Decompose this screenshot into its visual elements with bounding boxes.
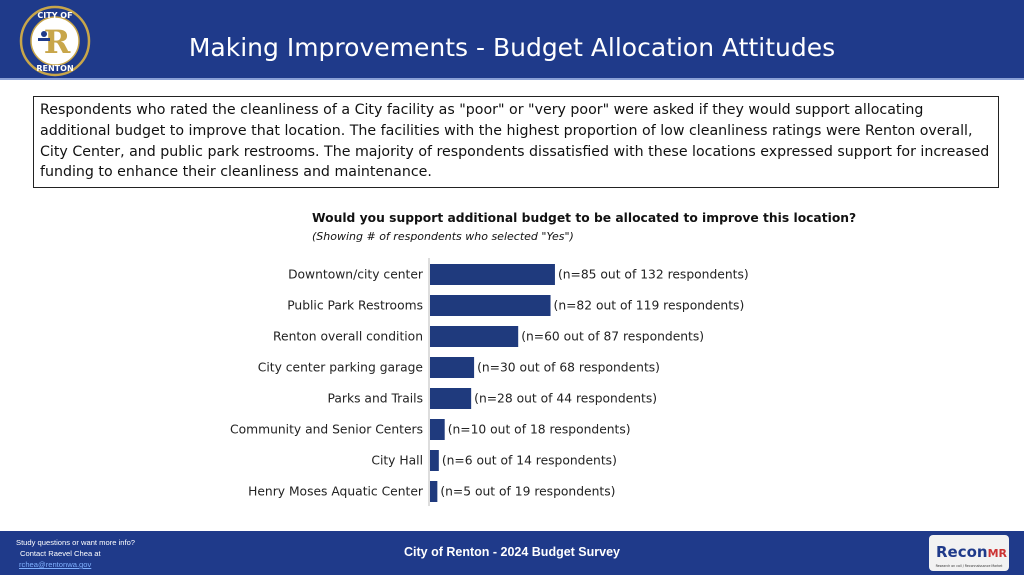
city-of-renton-logo-icon: CITY OF RENTON R xyxy=(19,5,91,77)
contact-line-2: Contact Raevel Chea at xyxy=(20,549,101,558)
category-label: Henry Moses Aquatic Center xyxy=(248,485,424,499)
footer-survey-title: City of Renton - 2024 Budget Survey xyxy=(403,545,620,559)
bar xyxy=(430,481,438,502)
budget-support-bar-chart: Would you support additional budget to b… xyxy=(230,211,856,506)
category-label: City center parking garage xyxy=(258,361,423,375)
data-label: (n=82 out of 119 respondents) xyxy=(554,299,745,313)
bar xyxy=(430,388,472,409)
brand-tagline: Research on call / Reconnaissance Market xyxy=(936,564,1004,568)
intro-text-box: Respondents who rated the cleanliness of… xyxy=(33,96,999,188)
contact-email-link[interactable]: rchea@rentonwa.gov xyxy=(19,560,92,569)
bar xyxy=(430,419,445,440)
category-label: Renton overall condition xyxy=(273,330,423,344)
category-label: City Hall xyxy=(371,454,423,468)
footer-bar: Study questions or want more info? Conta… xyxy=(0,531,1024,575)
page-title: Making Improvements - Budget Allocation … xyxy=(188,33,836,62)
data-label: (n=85 out of 132 respondents) xyxy=(558,268,749,282)
recon-mr-logo-icon: ReconMR Research on call / Reconnaissanc… xyxy=(929,535,1009,571)
brand-name: Recon xyxy=(936,543,988,561)
category-label: Community and Senior Centers xyxy=(230,423,423,437)
data-label: (n=5 out of 19 respondents) xyxy=(440,485,615,499)
header-bar: CITY OF RENTON R Making Improvements - B… xyxy=(0,0,1024,80)
logo-letter: R xyxy=(44,23,71,61)
category-label: Parks and Trails xyxy=(328,392,423,406)
category-label: Public Park Restrooms xyxy=(287,299,423,313)
data-label: (n=28 out of 44 respondents) xyxy=(474,392,657,406)
intro-text: Respondents who rated the cleanliness of… xyxy=(40,102,990,181)
data-label: (n=6 out of 14 respondents) xyxy=(442,454,617,468)
data-label: (n=10 out of 18 respondents) xyxy=(448,423,631,437)
brand-suffix: MR xyxy=(988,547,1008,560)
chart-title: Would you support additional budget to b… xyxy=(312,211,856,225)
data-label: (n=30 out of 68 respondents) xyxy=(477,361,660,375)
logo-top-text: CITY OF xyxy=(37,11,72,20)
logo-bottom-text: RENTON xyxy=(36,64,73,73)
footer-contact: Study questions or want more info? Conta… xyxy=(16,537,135,570)
bar xyxy=(430,450,439,471)
data-label: (n=60 out of 87 respondents) xyxy=(521,330,704,344)
bar xyxy=(430,326,519,347)
category-label: Downtown/city center xyxy=(288,268,424,282)
bar xyxy=(430,264,555,285)
svg-text:ReconMR: ReconMR xyxy=(936,543,1008,561)
bar xyxy=(430,357,475,378)
chart-subtitle: (Showing # of respondents who selected "… xyxy=(312,230,574,243)
bar xyxy=(430,295,551,316)
contact-line-1: Study questions or want more info? xyxy=(16,538,136,547)
